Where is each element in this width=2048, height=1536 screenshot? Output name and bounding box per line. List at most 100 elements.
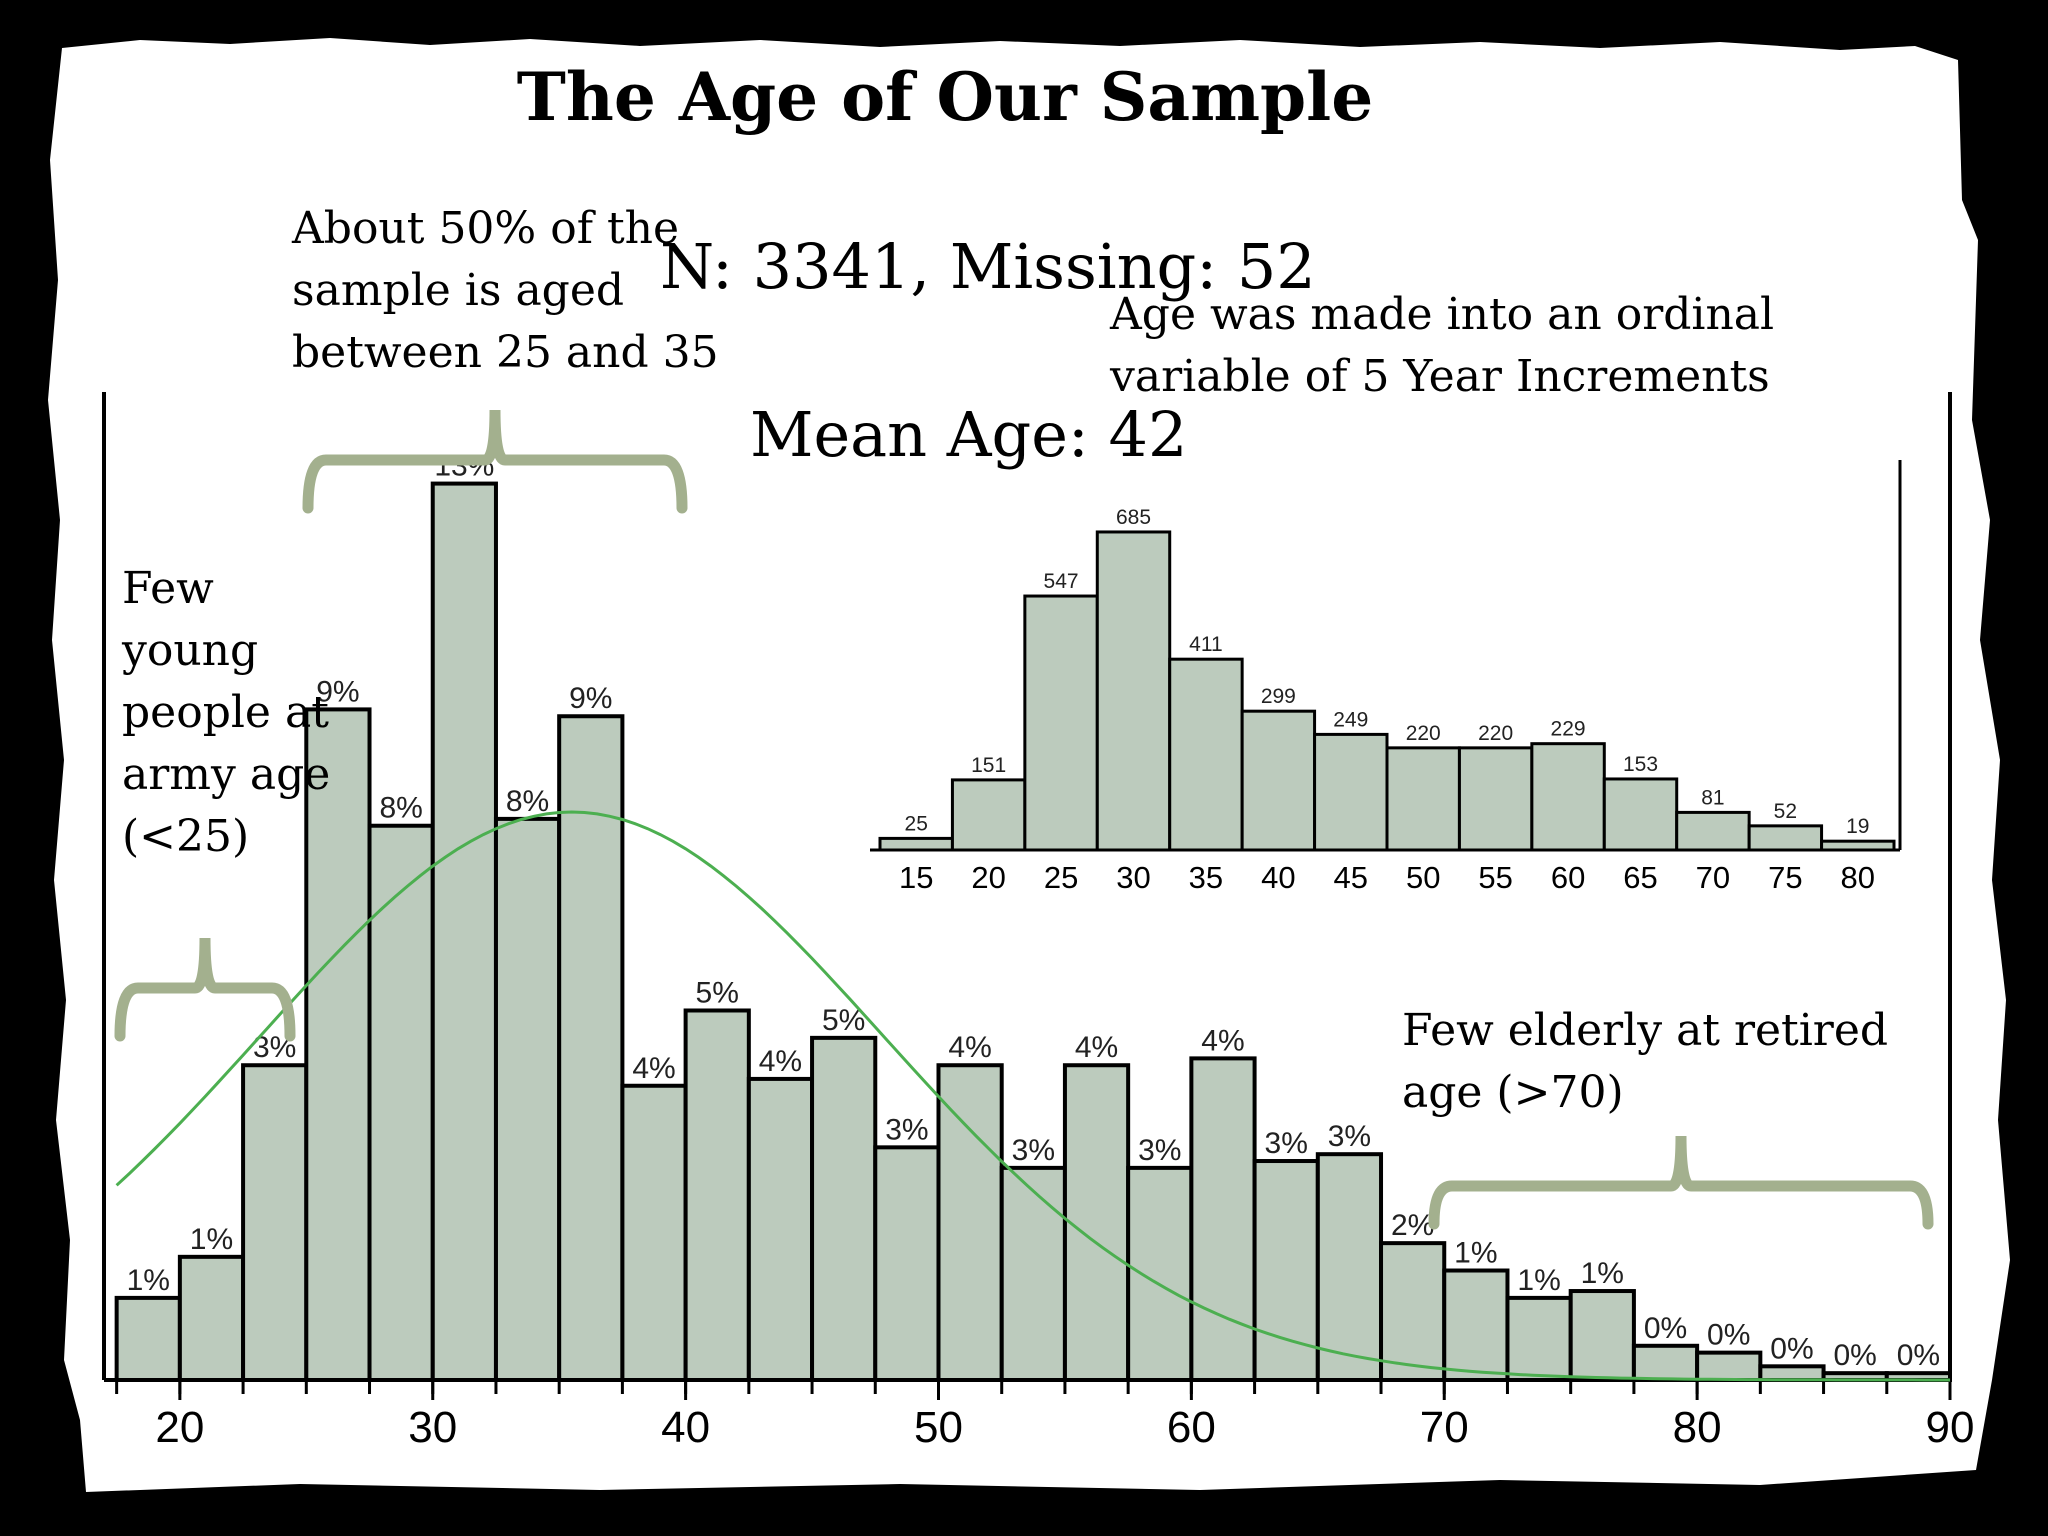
annotation-line: people at [122,687,329,738]
age-group-inset-histogram: 25 15 151 20 547 25 685 30 411 35 299 40 249 45 220 50 2… [870,460,1902,895]
inset-bar [1602,777,1679,852]
histogram-bar [936,1063,1004,1382]
histogram-bar [1062,1063,1131,1382]
bar-percent-label: 8% [506,785,549,818]
bar-percent-label: 8% [379,792,422,825]
histogram-bar [1315,1152,1384,1382]
inset-category-label: 45 [1334,860,1368,895]
x-tick-label: 20 [155,1403,204,1452]
inset-category-label: 55 [1478,860,1512,895]
annotation-line: Few [122,563,214,614]
bar-percent-label: 0% [1833,1339,1876,1372]
inset-category-label: 30 [1116,860,1150,895]
histogram-bar [746,1076,815,1383]
inset-bar-value-label: 19 [1846,815,1869,838]
inset-category-label: 40 [1261,860,1295,895]
histogram-bar [1568,1289,1636,1382]
bar-percent-label: 3% [1138,1134,1181,1167]
annotation-line: sample is aged [292,265,625,316]
histogram-bar [1442,1268,1510,1382]
annotation-line: Few elderly at retired [1402,1005,1889,1056]
bar-percent-label: 3% [1265,1127,1308,1160]
bracket-under-25 [114,937,296,1042]
bar-percent-label: 3% [885,1113,928,1146]
x-tick-label: 40 [661,1403,710,1452]
histogram-bar [810,1035,878,1383]
sample-size-text: N: 3341, Missing: 52 [660,230,1316,303]
annotation-line: army age [122,749,331,800]
histogram-bar [1379,1241,1447,1382]
inset-category-label: 75 [1768,860,1802,895]
histogram-bar [367,823,435,1382]
annotation-ordinal: Age was made into an ordinal variable of… [1110,284,1830,408]
annotation-line: between 25 and 35 [292,327,719,378]
annotation-line: (<25) [122,811,250,862]
inset-bar [1457,746,1534,852]
histogram-bar [620,1083,688,1383]
inset-bar-value-label: 249 [1333,708,1368,731]
annotation-line: young [122,625,259,676]
bar-percent-label: 0% [1897,1339,1940,1372]
bar-percent-label: 2% [1391,1209,1434,1242]
page-title: The Age of Our Sample [516,58,1374,136]
histogram-bar [1695,1350,1763,1382]
x-tick-label: 60 [1167,1403,1216,1452]
inset-category-label: 35 [1189,860,1223,895]
annotation-young: Few young people at army age (<25) [122,558,362,868]
inset-bar [1747,824,1824,852]
bar-percent-label: 9% [316,675,359,708]
x-tick-label: 30 [408,1403,457,1452]
mean-age-text: Mean Age: 42 [748,398,1190,471]
inset-bar [1313,732,1389,852]
bracket-over-70 [1428,1135,1934,1230]
inset-bar-value-label: 220 [1478,722,1513,745]
inset-bar [1095,530,1172,852]
annotation-line: age (>70) [1402,1067,1624,1118]
inset-category-label: 70 [1696,860,1730,895]
x-tick-label: 80 [1673,1403,1722,1452]
bar-percent-label: 4% [948,1031,991,1064]
inset-bar [1530,742,1606,852]
bar-percent-label: 4% [632,1052,675,1085]
inset-bar [1168,657,1244,852]
histogram-bar [1189,1056,1257,1383]
inset-bar-value-label: 153 [1623,753,1658,776]
bar-percent-label: 1% [127,1264,170,1297]
bar-percent-label: 4% [1075,1031,1118,1064]
x-tick-label: 70 [1420,1403,1469,1452]
inset-category-label: 65 [1623,860,1657,895]
histogram-bar [873,1145,941,1383]
inset-category-label: 60 [1551,860,1585,895]
histogram-bar [1252,1159,1320,1382]
inset-bar-value-label: 229 [1551,718,1586,741]
bar-percent-label: 3% [1328,1120,1371,1153]
inset-bar-value-label: 299 [1261,685,1296,708]
annotation-brackets [114,409,1934,1230]
bar-percent-label: 1% [1581,1257,1624,1290]
inset-category-label: 80 [1841,860,1875,895]
histogram-bar [114,1295,182,1383]
inset-bar-value-label: 547 [1044,570,1079,593]
histogram-bar [1758,1364,1826,1383]
inset-bar [1240,709,1317,852]
bar-percent-label: 5% [696,976,739,1009]
inset-bar-value-label: 25 [905,812,928,835]
inset-bar-value-label: 81 [1701,786,1724,809]
normal-distribution-curve [115,810,1950,1382]
x-tick-label: 50 [914,1403,963,1452]
inset-bar [1675,810,1751,852]
inset-bar-value-label: 685 [1116,506,1151,529]
histogram-bar [1505,1295,1573,1383]
inset-bar [950,778,1027,852]
bar-percent-label: 0% [1707,1319,1750,1352]
annotation-line: Age was made into an ordinal [1110,289,1775,340]
bar-percent-label: 1% [190,1223,233,1256]
histogram-bar [683,1008,751,1382]
histogram-bar [999,1165,1067,1383]
inset-bar [1820,839,1896,852]
inset-bar-value-label: 220 [1406,722,1441,745]
bracket-25-to-35 [302,409,688,514]
histogram-bar [1631,1343,1700,1383]
annotation-elderly: Few elderly at retired age (>70) [1402,1000,1962,1124]
